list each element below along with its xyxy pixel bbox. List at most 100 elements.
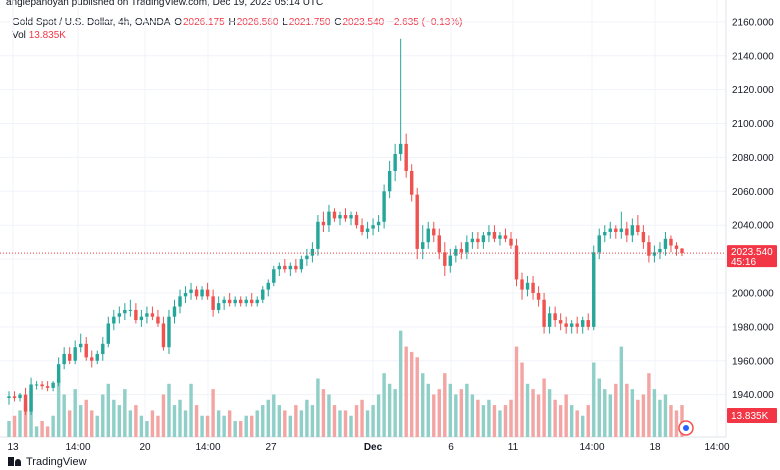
- volume-bar: [310, 405, 315, 437]
- candle-body: [117, 313, 122, 317]
- candle-body: [542, 299, 546, 327]
- time-tick-label: 27: [265, 442, 277, 453]
- candle-body: [316, 221, 320, 249]
- volume-label: Vol: [12, 30, 26, 41]
- volume-bar: [128, 410, 133, 437]
- volume-bar: [222, 415, 226, 437]
- open-label: O: [174, 17, 182, 28]
- volume-bar: [233, 421, 237, 437]
- candle-body: [658, 248, 662, 253]
- volume-bar: [415, 357, 419, 437]
- time-tick-label: 13: [7, 442, 19, 453]
- volume-bar: [123, 389, 127, 437]
- volume-bar: [498, 410, 502, 437]
- volume-bar: [630, 389, 635, 437]
- candle-body: [84, 343, 88, 358]
- candle-body: [145, 313, 149, 317]
- volume-bar: [443, 373, 447, 437]
- candle-body: [310, 248, 315, 256]
- candle-body: [520, 279, 524, 290]
- volume-bar: [244, 415, 248, 437]
- volume-bar: [531, 389, 535, 437]
- candle-body: [238, 299, 243, 304]
- volume-bar: [327, 394, 331, 437]
- volume-bar: [520, 362, 524, 437]
- volume-bar: [647, 373, 651, 437]
- candle-body: [630, 225, 635, 236]
- low-label: L: [282, 17, 288, 28]
- volume-bar: [586, 405, 590, 437]
- candle-body: [29, 384, 33, 412]
- volume-bar: [84, 399, 88, 437]
- volume-badge-label: 13.835K: [731, 411, 769, 422]
- volume-bar: [674, 410, 679, 437]
- volume-bar: [178, 399, 182, 437]
- volume-bar: [238, 421, 243, 437]
- volume-bar: [150, 410, 155, 437]
- volume-bar: [558, 405, 563, 437]
- candle-body: [553, 313, 557, 321]
- price-tick-label: 2000.000: [732, 288, 774, 299]
- candle-body: [216, 303, 221, 310]
- candle-body: [437, 235, 441, 253]
- volume-bar: [161, 394, 166, 437]
- volume-bar: [227, 410, 232, 437]
- candle-body: [194, 289, 199, 297]
- candle-body: [476, 238, 480, 243]
- tradingview-footer[interactable]: TradingView: [8, 456, 87, 468]
- volume-bar: [365, 410, 370, 437]
- volume-bar: [503, 405, 508, 437]
- volume-bar: [73, 389, 77, 437]
- candle-body: [619, 228, 624, 232]
- volume-bar: [669, 405, 673, 437]
- candle-body: [365, 228, 370, 232]
- volume-bar: [299, 410, 304, 437]
- volume-bar: [250, 415, 254, 437]
- time-axis: 13 14:00 20 14:00 27 Dec 6 11 14:00 18 14:00: [7, 442, 730, 453]
- candle-body: [636, 225, 640, 232]
- volume-bar: [476, 399, 480, 437]
- chart-legend: Gold Spot / U.S. Dollar, 4h, OANDA O2026…: [12, 16, 464, 42]
- volume-bar: [542, 378, 546, 437]
- candle-body: [134, 309, 138, 321]
- volume-bar: [216, 410, 221, 437]
- price-tick-label: 1940.000: [732, 390, 774, 401]
- volume-bar: [608, 394, 612, 437]
- volume-bar: [658, 399, 662, 437]
- candle-body: [56, 364, 61, 383]
- volume-bar: [101, 394, 105, 437]
- candle-body: [233, 299, 237, 304]
- volume-bar: [305, 399, 309, 437]
- candle-body: [106, 323, 111, 344]
- candle-body: [321, 221, 326, 226]
- volume-bar: [62, 394, 66, 437]
- candle-body: [167, 316, 171, 348]
- candle-body: [547, 313, 552, 327]
- time-tick-label: 6: [448, 442, 454, 453]
- volume-bar: [597, 378, 601, 437]
- candle-body: [376, 221, 381, 226]
- volume-bar: [349, 415, 353, 437]
- candle-body: [647, 242, 651, 256]
- candle-body: [603, 231, 607, 236]
- price-tick-label: 1980.000: [732, 322, 774, 333]
- volume-value: 13.835K: [28, 30, 66, 41]
- volume-bar: [139, 415, 144, 437]
- candle-body: [12, 396, 17, 399]
- candle-body: [608, 228, 612, 232]
- candle-body: [327, 211, 331, 226]
- open-value: 2026.175: [182, 17, 225, 28]
- last-price-label: 2023.540: [731, 247, 773, 258]
- candle-body: [283, 265, 287, 270]
- time-tick-label: Dec: [364, 442, 383, 453]
- volume-bar: [360, 399, 364, 437]
- candle-body: [503, 235, 508, 239]
- candle-body: [625, 228, 629, 236]
- candle-body: [354, 215, 359, 226]
- candle-body: [465, 242, 469, 253]
- volume-bar: [459, 389, 464, 437]
- volume-bar: [211, 389, 215, 437]
- volume-bar: [387, 383, 392, 437]
- volume-bar: [112, 399, 116, 437]
